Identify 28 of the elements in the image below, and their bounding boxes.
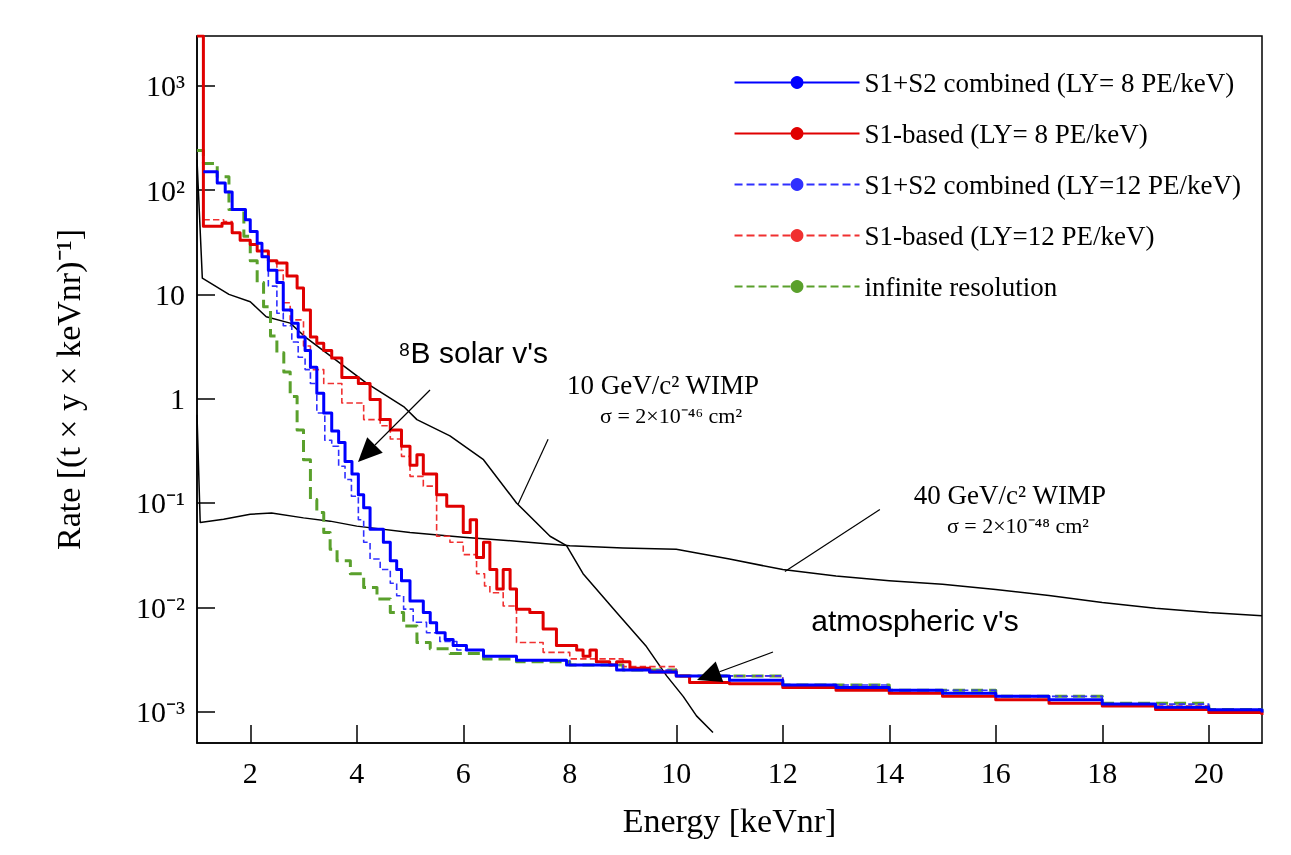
x-tick-label: 8 — [562, 755, 578, 789]
y-tick-label: 10⁻² — [136, 590, 185, 624]
legend-label: S1-based (LY= 8 PE/keV) — [864, 118, 1148, 149]
y-tick-label: 10⁻¹ — [136, 486, 185, 520]
y-tick-label: 1 — [170, 382, 185, 416]
x-tick-label: 14 — [874, 755, 905, 789]
y-tick-label: 10² — [146, 173, 185, 207]
legend-label: S1+S2 combined (LY=12 PE/keV) — [864, 169, 1242, 200]
legend-label: S1-based (LY=12 PE/keV) — [864, 220, 1155, 251]
x-axis-title: Energy [keVnr] — [622, 801, 837, 839]
annotation: atmospheric v's — [811, 603, 1019, 637]
annotation: 10 GeV/c² WIMP σ = 2×10⁻⁴⁶ cm² — [567, 369, 760, 429]
y-tick-label: 10³ — [146, 69, 185, 103]
x-tick-label: 12 — [767, 755, 798, 789]
x-tick-label: 2 — [242, 755, 258, 789]
x-tick-label: 4 — [349, 755, 365, 789]
x-tick-label: 6 — [455, 755, 471, 789]
annotation: 40 GeV/c² WIMP σ = 2×10⁻⁴⁸ cm² — [913, 480, 1106, 539]
x-tick-label: 16 — [980, 755, 1011, 789]
x-tick-label: 10 — [661, 755, 692, 789]
legend-label: S1+S2 combined (LY= 8 PE/keV) — [864, 67, 1235, 98]
y-axis-title: Rate [(t × y × keVnr)⁻¹] — [49, 228, 88, 551]
legend-label: infinite resolution — [864, 271, 1058, 302]
annotation: ⁸B solar v's — [397, 335, 549, 369]
y-tick-label: 10⁻³ — [136, 695, 185, 729]
x-tick-label: 20 — [1193, 755, 1224, 789]
x-tick-label: 18 — [1087, 755, 1118, 789]
y-tick-label: 10 — [155, 277, 185, 311]
